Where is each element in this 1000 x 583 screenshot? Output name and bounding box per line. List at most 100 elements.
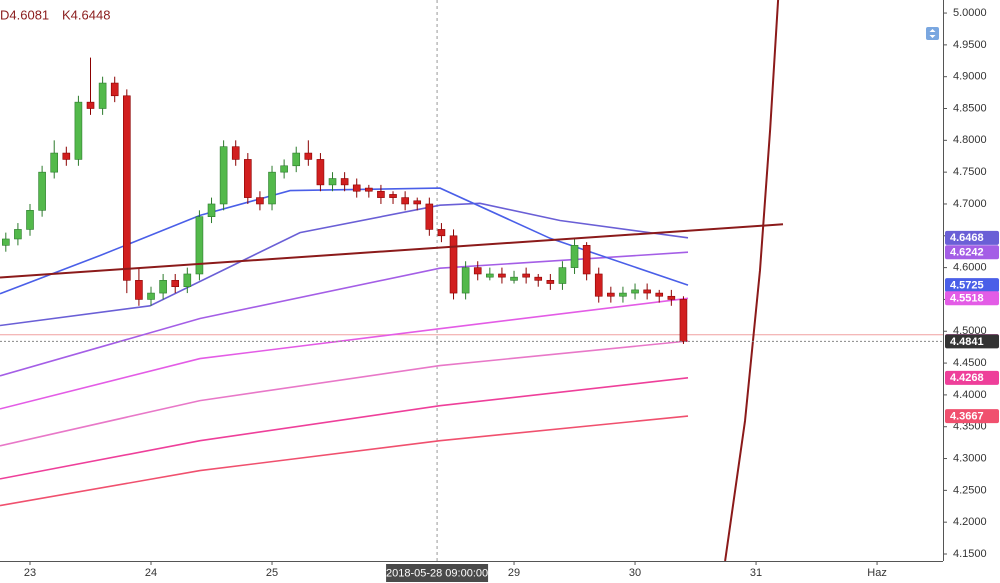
candle-body xyxy=(86,101,95,109)
axes: 4.1500 4.2000 4.2500 4.3000 4.3500 4.4000 4.45… xyxy=(24,7,999,582)
trend-drawing xyxy=(724,0,780,561)
last-price-badge-bg xyxy=(945,334,999,349)
price-badge-bg xyxy=(945,370,999,385)
candle-body xyxy=(365,187,373,192)
x-tick-label: 25 xyxy=(266,567,278,579)
candle-body xyxy=(461,267,470,294)
annotation: K4.6448 xyxy=(62,7,110,22)
candle-body xyxy=(498,273,506,278)
candle-body xyxy=(619,292,627,297)
moving-average xyxy=(0,415,689,507)
y-tick-label: 4.3500 xyxy=(953,421,987,433)
candle-body xyxy=(110,82,119,97)
candle-body xyxy=(486,273,494,278)
candle-body xyxy=(244,159,252,198)
y-tick-label: 4.4000 xyxy=(953,389,987,401)
y-tick-label: 4.9500 xyxy=(953,39,987,51)
candle-body xyxy=(195,216,204,275)
candle-body xyxy=(328,178,337,186)
candle-body xyxy=(62,152,71,160)
candle-body xyxy=(449,235,458,294)
y-tick-label: 4.2500 xyxy=(953,484,987,496)
candle-body xyxy=(135,280,143,300)
x-tick-label: 24 xyxy=(145,567,157,579)
candle-body xyxy=(437,229,446,237)
moving-average xyxy=(0,297,689,410)
price-badge-bg xyxy=(945,409,999,424)
candle-body xyxy=(594,273,603,297)
candle-body xyxy=(570,245,579,268)
plot-area xyxy=(0,0,943,561)
price-badge-bg xyxy=(945,230,999,245)
candle-body xyxy=(389,194,397,198)
price-badge-bg xyxy=(945,245,999,260)
candle-body xyxy=(74,101,83,160)
x-tick-label: 23 xyxy=(24,567,36,579)
candle-body xyxy=(655,292,664,297)
y-tick-label: 4.4500 xyxy=(953,357,987,369)
candle-body xyxy=(183,273,192,288)
price-badge-bg xyxy=(945,278,999,293)
y-tick-label: 4.1500 xyxy=(953,548,987,560)
candle-body xyxy=(147,292,155,300)
candle-body xyxy=(413,200,422,205)
candle-body xyxy=(14,229,22,240)
candle-body xyxy=(171,280,180,288)
candle-body xyxy=(473,267,482,275)
price-badge: 4.5518 xyxy=(950,293,984,305)
candle-body xyxy=(607,292,615,297)
price-badge: 4.3667 xyxy=(950,410,984,422)
candle-body xyxy=(268,171,276,205)
candle-body xyxy=(50,152,59,173)
scale-icon xyxy=(929,29,936,38)
y-tick-label: 4.9000 xyxy=(953,71,987,83)
x-tick-label: Haz xyxy=(867,567,887,579)
last-price-badge: 4.4841 xyxy=(950,336,984,348)
price-badge-bg xyxy=(945,291,999,306)
candle-body xyxy=(558,267,567,284)
x-tick-label: 29 xyxy=(508,567,520,579)
candle-body xyxy=(510,276,518,281)
y-tick-label: 4.2000 xyxy=(953,516,987,528)
candle-body xyxy=(679,299,688,342)
candle-body xyxy=(377,190,385,198)
price-badge: 4.4268 xyxy=(950,372,984,384)
candle-body xyxy=(38,171,46,211)
y-tick-label: 5.0000 xyxy=(953,7,987,19)
annotation: D4.6081 xyxy=(0,7,49,22)
moving-average xyxy=(0,377,689,480)
candle-body xyxy=(546,280,555,284)
candle-body xyxy=(98,82,107,109)
moving-average xyxy=(0,251,689,377)
trend-drawing xyxy=(0,223,784,279)
candle-body xyxy=(123,95,131,281)
y-tick-label: 4.8000 xyxy=(953,134,987,146)
candle-body xyxy=(159,280,167,294)
candle-body xyxy=(280,165,288,173)
candle-body xyxy=(667,295,676,300)
candle-body xyxy=(256,197,264,205)
x-tick-label: 31 xyxy=(750,567,762,579)
price-badge: 4.6468 xyxy=(950,232,984,244)
y-tick-label: 4.3000 xyxy=(953,452,987,464)
moving-average xyxy=(0,202,689,327)
candle-body xyxy=(534,276,543,281)
candle-body xyxy=(522,273,530,278)
candle-body xyxy=(231,146,240,160)
scale-button[interactable] xyxy=(926,27,939,40)
moving-average xyxy=(0,340,689,447)
candle-body xyxy=(340,178,349,186)
candle-body xyxy=(582,245,591,275)
candle-body xyxy=(292,152,301,167)
candle-body xyxy=(631,289,639,294)
candle-body xyxy=(401,197,409,205)
candle-body xyxy=(643,289,651,294)
crosshair-label-bg xyxy=(386,564,489,582)
candle-body xyxy=(316,159,325,186)
y-tick-label: 4.8500 xyxy=(953,102,987,114)
candle-body xyxy=(304,152,313,160)
candle-body xyxy=(26,210,34,230)
price-badge: 4.6242 xyxy=(950,247,984,259)
candle-body xyxy=(207,203,216,217)
